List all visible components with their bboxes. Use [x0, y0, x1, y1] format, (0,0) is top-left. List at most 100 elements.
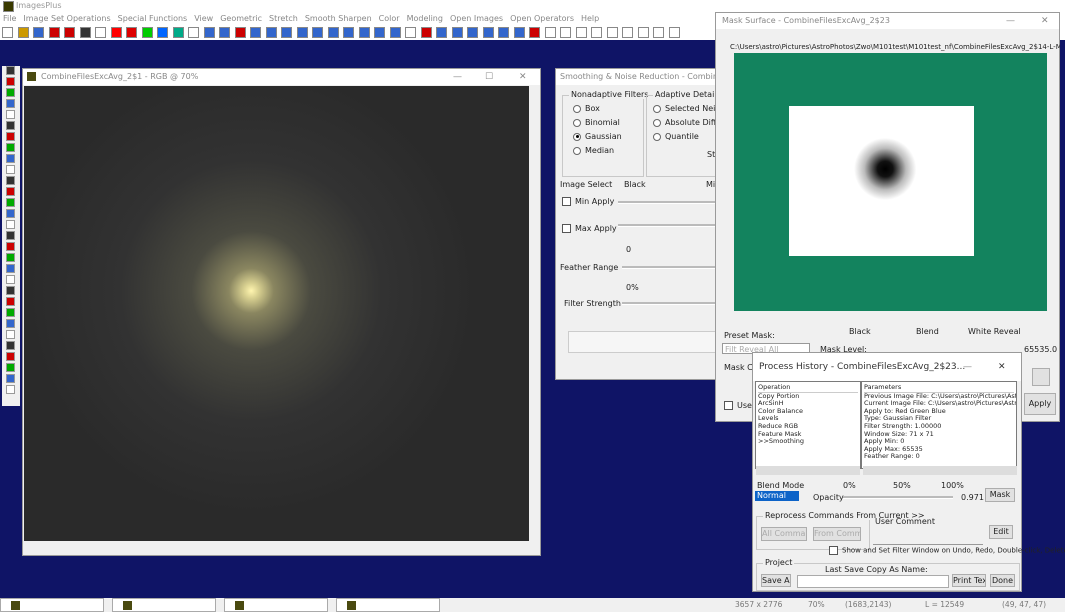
use-checkbox[interactable]: Use — [724, 401, 752, 410]
user-comment-field[interactable] — [873, 530, 983, 545]
tool-button[interactable] — [219, 27, 230, 38]
operation-item[interactable]: Copy Portion — [758, 391, 800, 400]
tool-button[interactable] — [358, 27, 370, 38]
radio-binomial[interactable]: Binomial — [573, 118, 620, 127]
tool-button[interactable] — [467, 27, 478, 38]
tool-button[interactable] — [296, 27, 308, 38]
tool-button[interactable] — [6, 88, 15, 97]
maximize[interactable]: ☐ — [485, 72, 494, 82]
save-name-field[interactable] — [797, 575, 949, 588]
tool-button[interactable] — [668, 27, 680, 38]
tool-button[interactable] — [6, 231, 15, 240]
tool-button[interactable] — [591, 27, 602, 38]
tool-button[interactable] — [6, 77, 15, 86]
tool-button[interactable] — [6, 154, 15, 163]
tool-button[interactable] — [544, 27, 556, 38]
minimize[interactable]: — — [453, 72, 462, 82]
tool-button[interactable] — [436, 27, 447, 38]
from-command-button[interactable]: From Command — [813, 527, 861, 541]
tool-button[interactable] — [606, 27, 618, 38]
tool-button[interactable] — [6, 220, 15, 229]
tool-button[interactable] — [637, 27, 649, 38]
radio-box[interactable]: Box — [573, 104, 600, 113]
tool-button[interactable] — [281, 27, 292, 38]
close[interactable]: ✕ — [1041, 16, 1049, 26]
tool-button[interactable] — [498, 27, 509, 38]
tool-button[interactable] — [6, 253, 15, 262]
history-window[interactable]: Process History - CombineFilesExcAvg_2$2… — [752, 352, 1065, 592]
operation-item[interactable]: Feature Mask — [758, 429, 802, 438]
tool-button[interactable] — [157, 27, 168, 38]
tool-button[interactable] — [6, 242, 15, 251]
operation-item[interactable]: Levels — [758, 414, 779, 423]
tool-button[interactable] — [560, 27, 571, 38]
tool-button[interactable] — [2, 27, 13, 38]
ops-scrollbar[interactable] — [756, 466, 860, 475]
operation-item[interactable]: Color Balance — [758, 406, 803, 415]
strength-slider[interactable] — [622, 302, 732, 305]
all-commands-button[interactable]: All Commands — [761, 527, 807, 541]
tool-button[interactable] — [420, 27, 432, 38]
tool-button[interactable] — [6, 187, 15, 196]
opacity-slider[interactable] — [843, 496, 953, 499]
tool-button[interactable] — [6, 385, 15, 394]
tool-button[interactable] — [622, 27, 633, 38]
tool-button[interactable] — [482, 27, 494, 38]
radio-gaussian[interactable]: Gaussian — [573, 132, 622, 141]
tool-button[interactable] — [529, 27, 540, 38]
tool-button[interactable] — [653, 27, 664, 38]
operation-item[interactable]: Reduce RGB — [758, 421, 799, 430]
tool-button[interactable] — [6, 341, 15, 350]
menu-item[interactable]: Stretch — [268, 14, 298, 23]
tool-button[interactable] — [6, 143, 15, 152]
tool-button[interactable] — [451, 27, 463, 38]
menu-item[interactable]: View — [194, 14, 214, 23]
blend-dropdown[interactable]: Normal — [755, 491, 799, 501]
tool-button[interactable] — [48, 27, 60, 38]
tool-button[interactable] — [374, 27, 385, 38]
radio-median[interactable]: Median — [573, 146, 614, 155]
tool-button[interactable] — [6, 319, 15, 328]
tool-button[interactable] — [6, 110, 15, 119]
minimized-window[interactable] — [224, 598, 328, 612]
radio-quantile[interactable]: Quantile — [653, 132, 699, 141]
tool-button[interactable] — [405, 27, 416, 38]
tool-button[interactable] — [250, 27, 261, 38]
tool-button[interactable] — [312, 27, 323, 38]
tool-button[interactable] — [389, 27, 401, 38]
minimized-window[interactable] — [112, 598, 216, 612]
operation-list[interactable]: Operation Copy Portion ArcSinH Color Balanc… — [755, 381, 861, 469]
menu-item[interactable]: Help — [580, 14, 600, 23]
tool-button[interactable] — [79, 27, 91, 38]
tool-button[interactable] — [234, 27, 246, 38]
menu-item[interactable]: Geometric — [220, 14, 262, 23]
operation-item[interactable]: ArcSinH — [758, 399, 784, 408]
tool-button[interactable] — [64, 27, 75, 38]
menu-item[interactable]: Open Operators — [510, 14, 574, 23]
mask-button[interactable]: Mask — [985, 488, 1015, 502]
edit-button[interactable]: Edit — [989, 525, 1013, 539]
tool-button[interactable] — [33, 27, 44, 38]
tool-button[interactable] — [6, 121, 15, 130]
tool-button[interactable] — [95, 27, 106, 38]
tool-button[interactable] — [188, 27, 199, 38]
menu-item[interactable]: Color — [378, 14, 400, 23]
tool-button[interactable] — [6, 99, 15, 108]
operation-item[interactable]: >>Smoothing — [758, 437, 805, 446]
tool-button[interactable] — [6, 165, 15, 174]
params-scrollbar[interactable] — [863, 466, 1017, 475]
min-apply-slider[interactable] — [618, 201, 733, 204]
minimized-window[interactable] — [336, 598, 440, 612]
tool-button[interactable] — [343, 27, 354, 38]
tool-button[interactable] — [141, 27, 153, 38]
menu-item[interactable]: Modeling — [406, 14, 443, 23]
vertical-scrollbar[interactable] — [529, 86, 540, 541]
tool-button[interactable] — [6, 198, 15, 207]
menu-item[interactable]: Image Set Operations — [23, 14, 111, 23]
tool-button[interactable] — [6, 286, 15, 295]
tool-button[interactable] — [6, 352, 15, 361]
tool-button[interactable] — [575, 27, 587, 38]
max-apply-checkbox[interactable]: Max Apply — [562, 224, 617, 233]
minimize[interactable]: — — [1006, 16, 1015, 26]
tool-button[interactable] — [327, 27, 339, 38]
